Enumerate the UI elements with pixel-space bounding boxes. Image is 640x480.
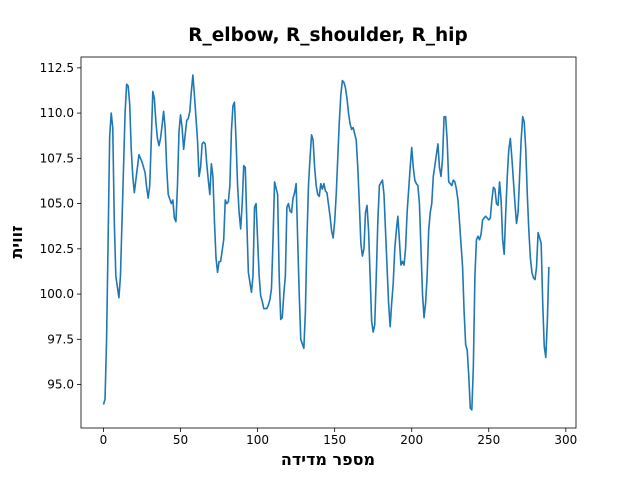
plot-frame bbox=[80, 56, 577, 429]
x-tick-label: 200 bbox=[400, 433, 423, 447]
y-tick-label: 97.5 bbox=[47, 332, 74, 346]
x-tick-label: 250 bbox=[477, 433, 500, 447]
y-tick-label: 102.5 bbox=[40, 242, 74, 256]
y-tick-label: 100.0 bbox=[40, 287, 74, 301]
data-line bbox=[102, 74, 550, 411]
x-tick-label: 100 bbox=[246, 433, 269, 447]
y-tick-label: 112.5 bbox=[40, 61, 74, 75]
x-tick-label: 150 bbox=[323, 433, 346, 447]
y-tick-label: 95.0 bbox=[47, 378, 74, 392]
y-axis-label: זווית bbox=[7, 225, 26, 258]
x-tick-label: 0 bbox=[100, 433, 108, 447]
y-tick-label: 105.0 bbox=[40, 197, 74, 211]
x-tick-label: 50 bbox=[173, 433, 188, 447]
y-tick-label: 110.0 bbox=[40, 106, 74, 120]
x-axis-label: מספר מדידה bbox=[281, 450, 375, 469]
chart-title: R_elbow, R_shoulder, R_hip bbox=[188, 25, 468, 46]
y-tick-label: 107.5 bbox=[40, 151, 74, 165]
x-tick-label: 300 bbox=[554, 433, 577, 447]
